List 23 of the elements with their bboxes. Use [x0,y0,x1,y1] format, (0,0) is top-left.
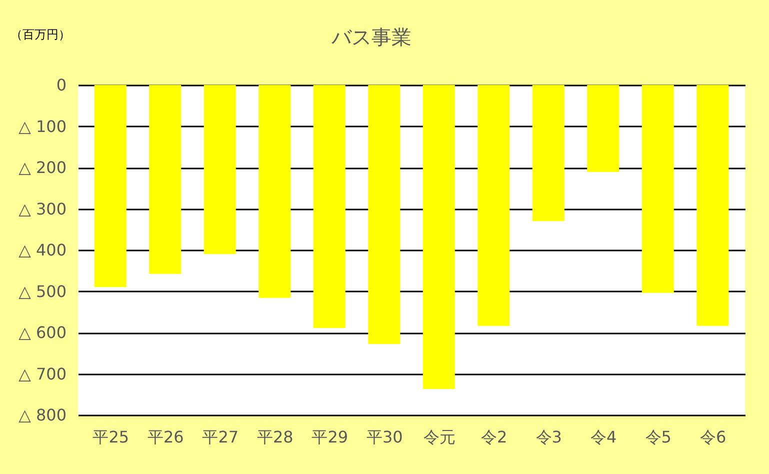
x-tick-label: 平25 [92,428,130,446]
y-tick-label: △ 100 [18,116,66,136]
x-tick-label: 令2 [481,428,508,446]
x-tick-label: 平28 [256,428,294,446]
y-tick-label: △ 300 [18,199,66,218]
x-tick-label: 平27 [202,428,239,446]
y-axis-title: （百万円） [10,28,70,42]
chart-title: バス事業 [330,25,412,49]
x-tick-label: 令5 [645,428,672,446]
x-tick-label: 平30 [366,428,403,446]
x-tick-label: 令6 [700,428,726,446]
x-tick-label: 令3 [536,428,562,446]
y-tick-label: △ 400 [18,240,66,260]
x-tick-label: 平29 [312,428,348,446]
y-tick-label: 0 [56,76,66,94]
x-tick-label: 令元 [423,428,456,446]
y-tick-label: △ 600 [18,323,66,342]
y-tick-label: △ 700 [18,364,66,384]
x-tick-label: 令4 [590,428,617,446]
x-tick-label: 平26 [147,428,184,446]
y-tick-label: △ 500 [18,282,66,301]
y-tick-label: △ 200 [18,158,66,177]
y-tick-label: △ 800 [18,406,66,424]
